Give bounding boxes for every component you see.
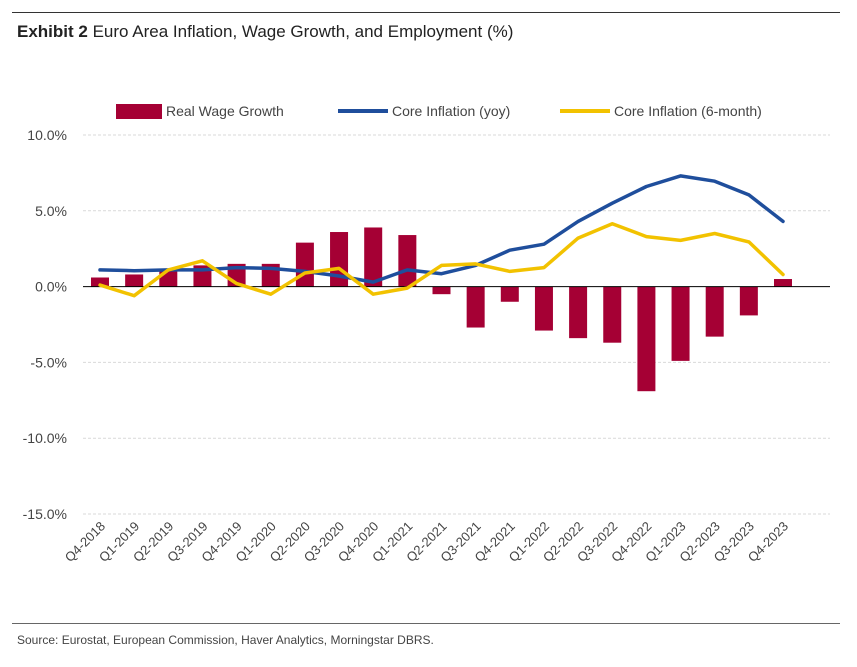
real-wage-bar: [91, 277, 109, 287]
real-wage-bar: [466, 286, 485, 328]
real-wage-bar: [671, 286, 690, 361]
real-wage-bar: [534, 286, 553, 331]
y-axis-labels: 10.0% 5.0% 0.0% -5.0% -10.0% -15.0%: [23, 127, 67, 522]
legend: Real Wage Growth Core Inflation (yoy) Core…: [116, 103, 762, 119]
line-series: [98, 174, 785, 298]
top-rule: [12, 12, 840, 13]
x-axis-labels: Q4-2018Q1-2019Q2-2019Q3-2019Q4-2019Q1-20…: [62, 519, 791, 565]
real-wage-bar: [500, 286, 519, 302]
y-tick-label: 0.0%: [35, 279, 67, 295]
real-wage-bar: [637, 286, 656, 392]
real-wage-bars: [91, 227, 792, 392]
footer-rule: [12, 623, 840, 624]
real-wage-bar: [159, 269, 178, 287]
real-wage-bar: [705, 286, 724, 337]
legend-core-6m-label: Core Inflation (6-month): [614, 103, 762, 119]
legend-core-yoy-label: Core Inflation (yoy): [392, 103, 510, 119]
chart-title: Exhibit 2 Euro Area Inflation, Wage Grow…: [17, 22, 513, 42]
legend-real-wage-swatch: [116, 104, 162, 119]
real-wage-bar: [398, 235, 417, 287]
real-wage-bar: [774, 279, 792, 287]
y-tick-label: 5.0%: [35, 203, 67, 219]
source-note: Source: Eurostat, European Commission, H…: [17, 633, 434, 647]
exhibit-label: Exhibit 2: [17, 22, 88, 41]
legend-real-wage-label: Real Wage Growth: [166, 103, 284, 119]
y-tick-label: -15.0%: [23, 506, 67, 522]
y-tick-label: -5.0%: [30, 354, 67, 370]
gridlines: [83, 134, 830, 515]
real-wage-bar: [603, 286, 622, 343]
real-wage-bar: [569, 286, 588, 339]
real-wage-bar: [739, 286, 758, 316]
real-wage-bar: [125, 274, 144, 287]
y-tick-label: 10.0%: [27, 127, 67, 143]
core-inflation-6m-line: [98, 221, 785, 298]
real-wage-bar: [432, 286, 451, 295]
title-text: Euro Area Inflation, Wage Growth, and Em…: [92, 22, 514, 41]
real-wage-bar: [364, 227, 383, 287]
y-tick-label: -10.0%: [23, 430, 67, 446]
real-wage-bar: [295, 242, 314, 287]
